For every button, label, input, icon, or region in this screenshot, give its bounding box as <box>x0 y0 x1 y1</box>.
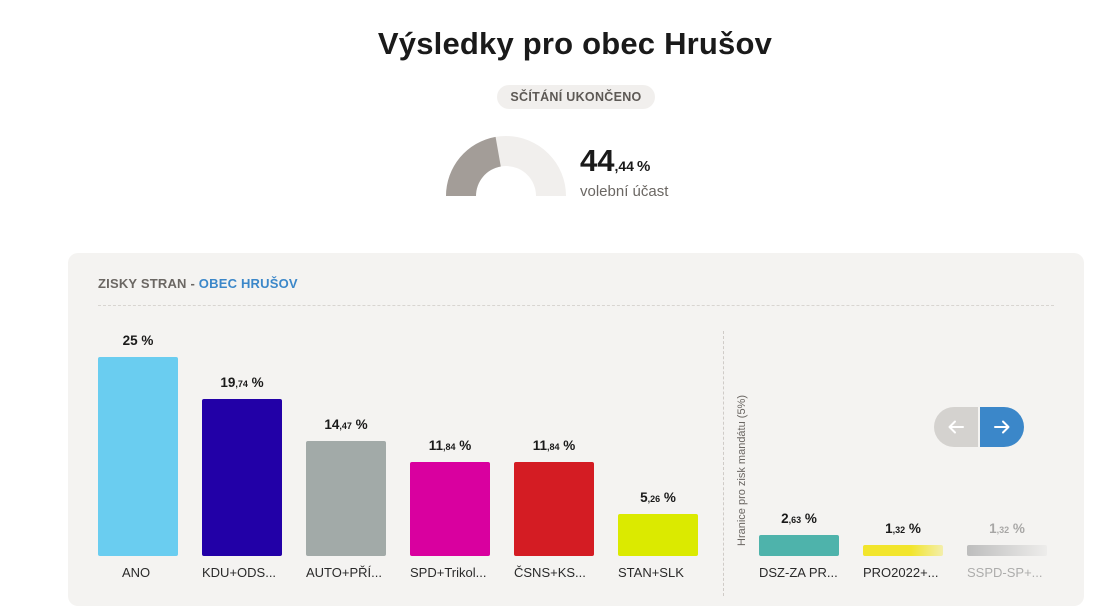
panel-header: ZISKY STRAN - OBEC HRUŠOV <box>98 276 298 291</box>
bar-category-label: SSPD-SP+... <box>967 565 1043 580</box>
bar-value-integer: 11 <box>532 437 547 453</box>
bar-4[interactable] <box>410 461 490 556</box>
bar-value-integer: 11 <box>428 437 443 453</box>
panel-header-prefix: ZISKY STRAN - <box>98 276 199 291</box>
bar-value-decimal: ,84 <box>547 441 560 452</box>
bar-value-label: 2,63 % <box>781 511 817 527</box>
bar-value-decimal: ,74 <box>235 378 248 389</box>
party-results-panel: ZISKY STRAN - OBEC HRUŠOV Hranice pro zi… <box>68 253 1084 606</box>
prev-button[interactable] <box>934 407 978 447</box>
bar-value-integer: 25 <box>122 333 138 348</box>
bar-value-integer: 14 <box>324 416 340 432</box>
bar-value-label: 14,47 % <box>324 416 368 432</box>
turnout-percent: % <box>636 158 651 175</box>
bar-3[interactable] <box>306 440 386 556</box>
bar-value-label: 5,26 % <box>640 490 676 506</box>
bar-value-integer: 2 <box>781 511 789 527</box>
threshold-label: Hranice pro zisk mandátu (5%) <box>736 394 748 546</box>
bar-category-label: KDU+ODS... <box>202 565 277 580</box>
next-button[interactable] <box>980 407 1024 447</box>
bar-value-label: 25 % <box>122 333 154 348</box>
bar-9[interactable] <box>967 545 1047 556</box>
page-title: Výsledky pro obec Hrušov <box>377 26 773 61</box>
turnout-label: volební účast <box>580 183 669 200</box>
bar-value-integer: 5 <box>640 490 648 506</box>
bar-value-decimal: ,63 <box>788 515 802 526</box>
gauge-fill <box>446 136 501 196</box>
bar-value-integer: 1 <box>885 521 893 537</box>
bar-7[interactable] <box>759 535 839 556</box>
bar-category-label: DSZ-ZA PR... <box>759 565 838 580</box>
bar-category-label: ČSNS+KS... <box>514 565 586 580</box>
bar-value-decimal: ,47 <box>339 420 352 431</box>
turnout-gauge <box>446 136 566 196</box>
bar-category-label: SPD+Trikol... <box>410 565 487 580</box>
arrow-left-icon <box>948 420 964 434</box>
bar-value-label: 1,32 % <box>989 521 1025 537</box>
turnout-value: 44,44% <box>580 143 650 179</box>
turnout-integer: 44 <box>580 143 615 178</box>
bar-category-label: PRO2022+... <box>863 565 939 580</box>
bar-value-decimal: ,32 <box>892 525 906 536</box>
panel-header-place: OBEC HRUŠOV <box>198 276 298 291</box>
threshold-line <box>723 331 724 596</box>
bar-5[interactable] <box>514 461 594 556</box>
bar-2[interactable] <box>202 398 282 556</box>
bar-value-decimal: ,32 <box>996 525 1010 536</box>
arrow-right-icon <box>994 420 1010 434</box>
bar-6[interactable] <box>618 514 698 556</box>
bar-value-label: 11,84 % <box>532 437 576 453</box>
bar-category-label: STAN+SLK <box>618 565 684 580</box>
bar-8[interactable] <box>863 545 943 556</box>
bar-value-label: 11,84 % <box>428 437 472 453</box>
bar-1[interactable] <box>98 357 178 556</box>
bar-value-decimal: ,26 <box>647 494 661 505</box>
bar-category-label: AUTO+PŘÍ... <box>306 565 382 580</box>
header-divider <box>98 305 1054 306</box>
bar-value-integer: 1 <box>989 521 997 537</box>
bar-value-decimal: ,84 <box>443 441 456 452</box>
bar-value-label: 1,32 % <box>885 521 921 537</box>
turnout-decimal: ,44 <box>614 158 634 174</box>
bar-value-label: 19,74 % <box>220 374 264 390</box>
bar-value-integer: 19 <box>220 374 236 390</box>
status-badge: SČÍTÁNÍ UKONČENO <box>497 85 655 109</box>
bar-category-label: ANO <box>122 565 151 580</box>
